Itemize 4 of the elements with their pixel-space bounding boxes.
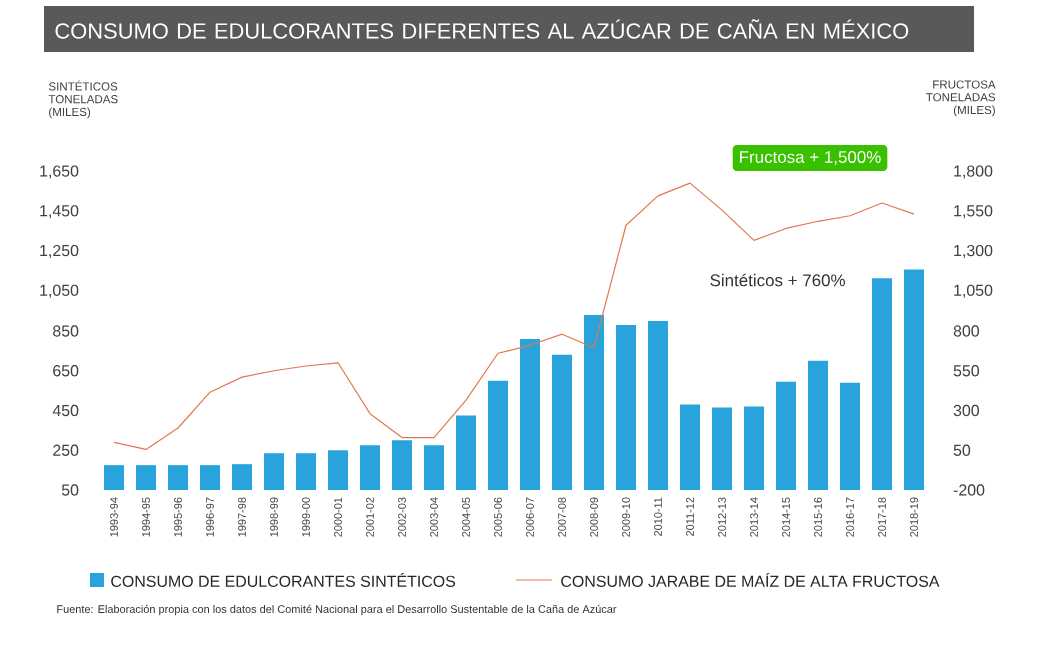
line-series bbox=[113, 182, 915, 451]
text: Fructosa + 1,500% bbox=[740, 151, 881, 165]
chart-title: CONSUMO DE EDULCORANTES DIFERENTES AL AZÚCAR DE CAÑA EN MÉXICO bbox=[55, 19, 909, 39]
annotation: Sintéticos + 760% bbox=[710, 273, 845, 287]
